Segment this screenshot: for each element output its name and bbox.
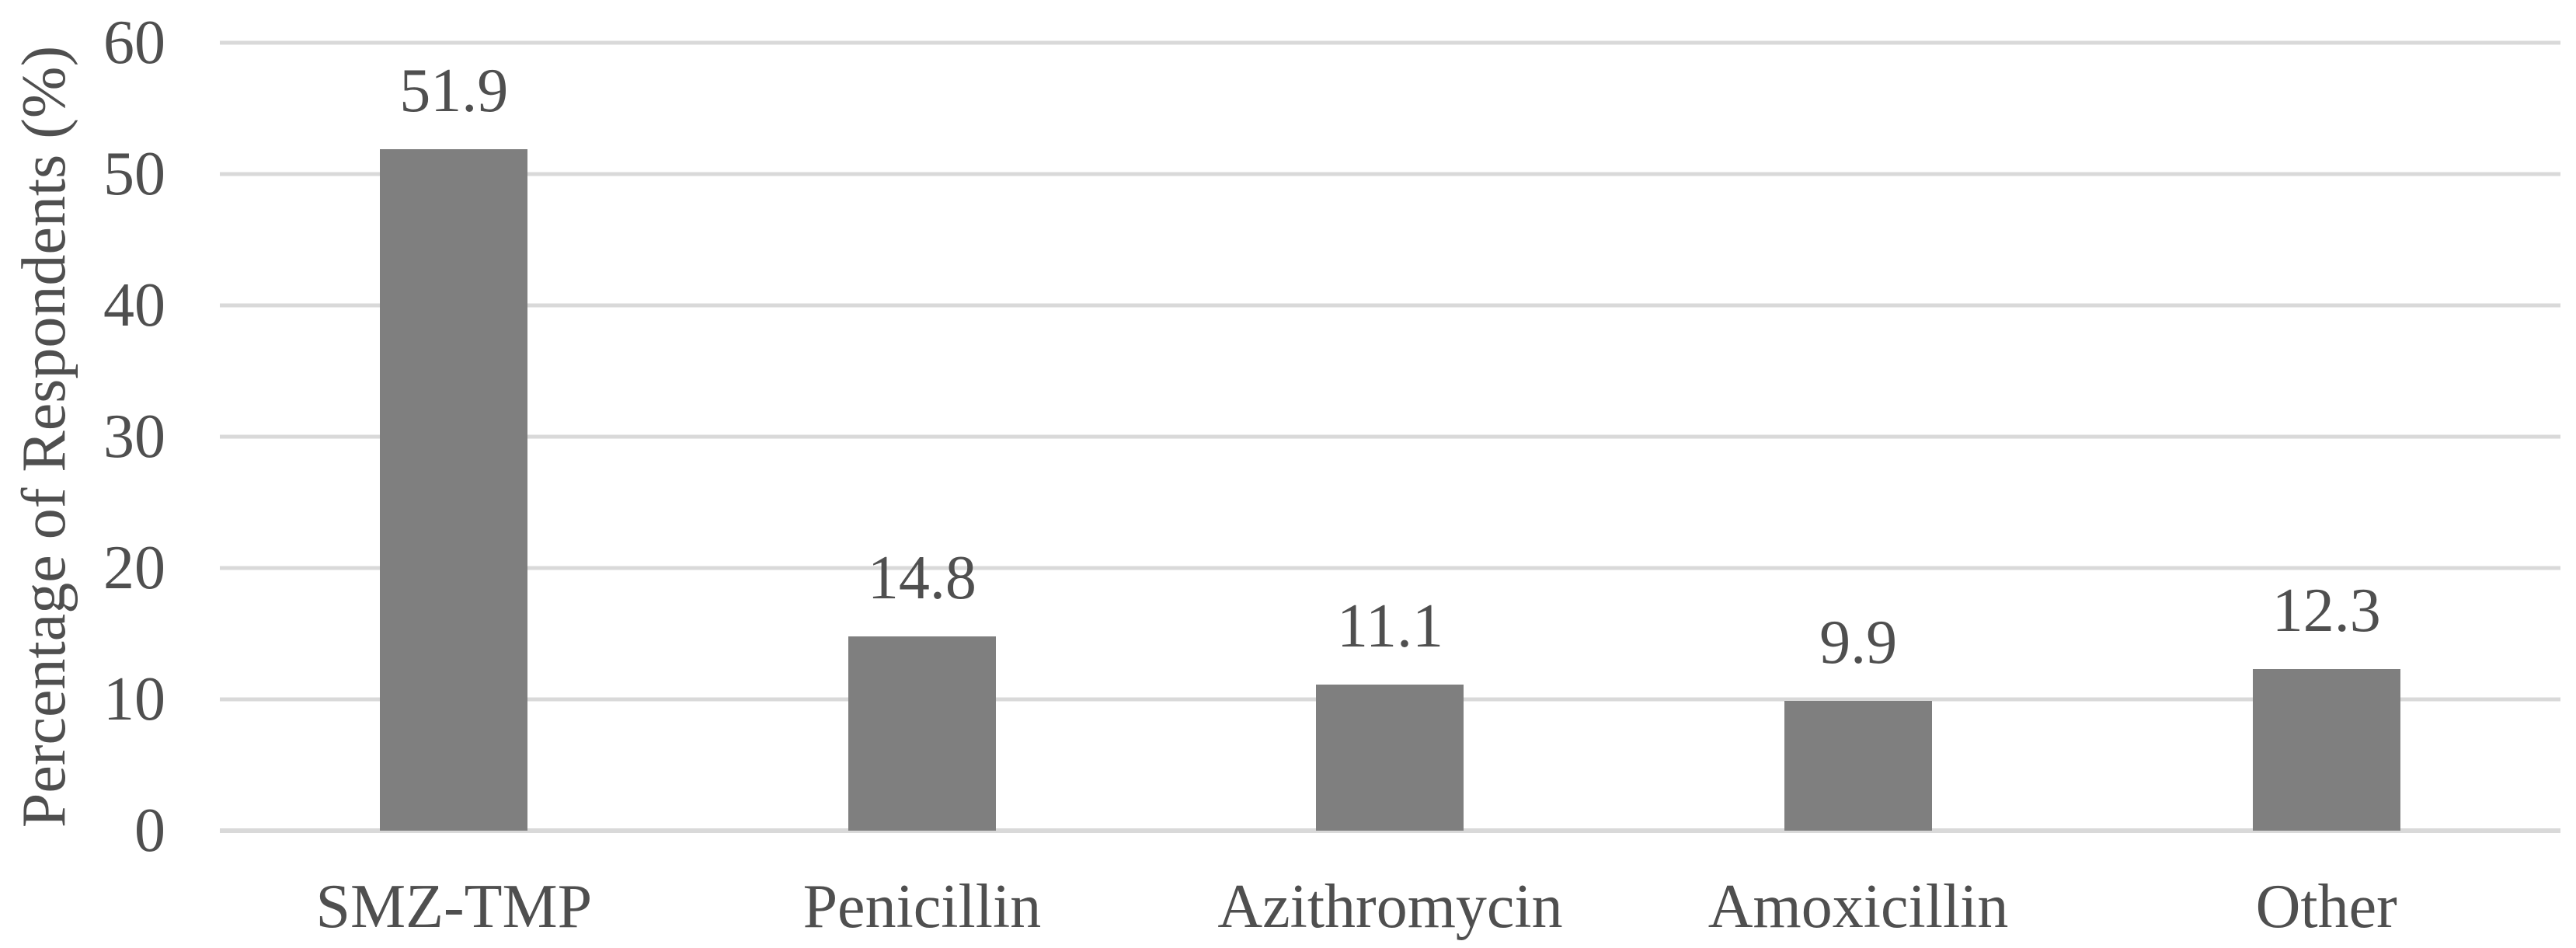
x-category-label-smz-tmp: SMZ-TMP bbox=[315, 873, 593, 941]
value-label-amoxicillin: 9.9 bbox=[1819, 608, 1898, 677]
y-tick-label-50: 50 bbox=[103, 140, 165, 208]
y-tick-label-60: 60 bbox=[103, 9, 165, 77]
bar-amoxicillin bbox=[1784, 700, 1933, 831]
bar-penicillin bbox=[848, 636, 996, 831]
gridline-60 bbox=[220, 40, 2560, 45]
y-axis-tick-labels: 0 10 20 30 40 50 60 bbox=[0, 12, 165, 862]
category-column-penicillin: 14.8 Penicillin bbox=[688, 43, 1157, 938]
bar-smz-tmp bbox=[380, 148, 528, 831]
category-column-amoxicillin: 9.9 Amoxicillin bbox=[1624, 43, 2093, 938]
gridline-50 bbox=[220, 172, 2560, 176]
value-label-smz-tmp: 51.9 bbox=[399, 56, 509, 125]
bar-azithromycin bbox=[1316, 685, 1464, 831]
y-tick-label-20: 20 bbox=[103, 534, 165, 602]
y-tick-label-10: 10 bbox=[103, 665, 165, 734]
category-column-other: 12.3 Other bbox=[2092, 43, 2560, 938]
y-tick-label-0: 0 bbox=[134, 796, 165, 865]
value-label-azithromycin: 11.1 bbox=[1336, 592, 1443, 661]
gridline-30 bbox=[220, 434, 2560, 439]
x-category-label-penicillin: Penicillin bbox=[802, 873, 1042, 941]
x-category-label-other: Other bbox=[2255, 873, 2397, 941]
x-category-label-azithromycin: Azithromycin bbox=[1217, 873, 1563, 941]
plot-area: 51.9 SMZ-TMP 14.8 Penicillin 11.1 Azithromyci… bbox=[220, 40, 2560, 938]
x-axis-line bbox=[220, 828, 2560, 833]
gridline-40 bbox=[220, 303, 2560, 308]
category-column-azithromycin: 11.1 Azithromycin bbox=[1156, 43, 1624, 938]
x-category-label-amoxicillin: Amoxicillin bbox=[1707, 873, 2009, 941]
y-tick-label-30: 30 bbox=[103, 403, 165, 471]
y-tick-label-40: 40 bbox=[103, 271, 165, 340]
bar-other bbox=[2252, 669, 2400, 831]
gridline-20 bbox=[220, 566, 2560, 570]
value-label-other: 12.3 bbox=[2271, 577, 2381, 646]
value-label-penicillin: 14.8 bbox=[867, 543, 976, 612]
category-column-smz-tmp: 51.9 SMZ-TMP bbox=[220, 43, 688, 938]
